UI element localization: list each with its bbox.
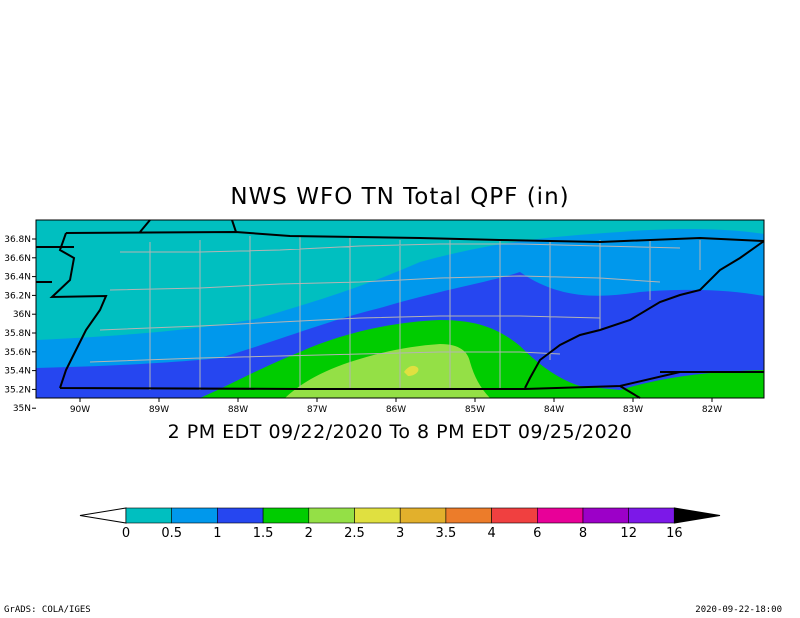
map-title: NWS WFO TN Total QPF (in) <box>230 184 570 210</box>
lat-tick-label: 36.8N <box>4 235 31 245</box>
lon-tick-label: 88W <box>228 405 248 415</box>
county-boundaries <box>89 236 701 390</box>
colorbar-label: 4 <box>487 526 495 541</box>
qpf-band-2.5-3 <box>404 365 419 376</box>
colorbar-swatch <box>262 507 310 524</box>
latitude-axis: 36.8N 36.6N 36.4N 36.2N 36N 35.8N 35.6N 35.4N 35… <box>4 235 36 414</box>
colorbar-swatch <box>125 507 173 524</box>
colorbar-label: 6 <box>533 526 541 541</box>
colorbar-below-arrow <box>79 507 127 524</box>
longitude-axis: 90W 89W 88W 87W 86W 85W 84W 83W 82W <box>70 398 722 415</box>
colorbar-label: 1 <box>213 526 221 541</box>
colorbar-label: 0.5 <box>161 526 182 541</box>
colorbar-label: 2 <box>305 526 313 541</box>
colorbar-label: 2.5 <box>344 526 365 541</box>
colorbar-swatch <box>445 507 492 524</box>
lon-tick-label: 82W <box>702 405 722 415</box>
lon-tick-label: 90W <box>70 405 90 415</box>
lon-tick-label: 85W <box>465 405 485 415</box>
state-borders <box>36 219 765 399</box>
lat-tick-label: 35.6N <box>4 348 31 358</box>
colorbar-label: 3 <box>396 526 404 541</box>
run-timestamp: 2020-09-22-18:00 <box>695 605 782 615</box>
lon-tick-label: 87W <box>307 405 327 415</box>
lon-tick-label: 83W <box>623 405 643 415</box>
colorbar-label: 16 <box>666 526 683 541</box>
colorbar-swatch <box>354 507 401 524</box>
colorbar-swatch <box>217 507 264 524</box>
colorbar-swatch <box>491 507 538 524</box>
lon-tick-label: 89W <box>149 405 169 415</box>
lat-tick-label: 35.4N <box>4 367 31 377</box>
colorbar-label: 12 <box>620 526 637 541</box>
colorbar-swatch <box>399 507 447 524</box>
colorbar-label: 8 <box>579 526 587 541</box>
neighbor-state-borders <box>36 219 764 399</box>
colorbar-label: 3.5 <box>436 526 457 541</box>
colorbar-swatch <box>171 507 218 524</box>
lat-tick-label: 35.8N <box>4 329 31 339</box>
colorbar-label: 1.5 <box>253 526 274 541</box>
valid-period: 2 PM EDT 09/22/2020 To 8 PM EDT 09/25/20… <box>167 421 633 443</box>
qpf-band-1.5-2-east <box>736 384 764 398</box>
lat-tick-label: 36.6N <box>4 254 31 264</box>
county-lines <box>89 236 701 390</box>
lat-tick-label: 36.2N <box>4 291 31 301</box>
grads-credit: GrADS: COLA/IGES <box>4 605 91 615</box>
lat-tick-label: 36N <box>13 310 31 320</box>
colorbar-swatch <box>536 507 584 524</box>
lat-tick-label: 36.4N <box>4 273 31 283</box>
colorbar: 0 0.5 1 1.5 2 2.5 3 3.5 4 6 8 12 16 <box>79 507 721 541</box>
lon-tick-label: 84W <box>544 405 564 415</box>
colorbar-label: 0 <box>122 526 130 541</box>
qpf-band-2-2.5 <box>285 344 490 398</box>
lat-tick-label: 35.2N <box>4 385 31 395</box>
colorbar-swatch <box>308 507 355 524</box>
lat-tick-label: 35N <box>13 404 31 414</box>
map-frame <box>35 219 765 399</box>
colorbar-swatch <box>628 507 675 524</box>
tennessee-outline <box>49 230 765 390</box>
colorbar-swatch <box>582 507 630 524</box>
lon-tick-label: 86W <box>386 405 406 415</box>
colorbar-above-arrow <box>673 507 721 524</box>
